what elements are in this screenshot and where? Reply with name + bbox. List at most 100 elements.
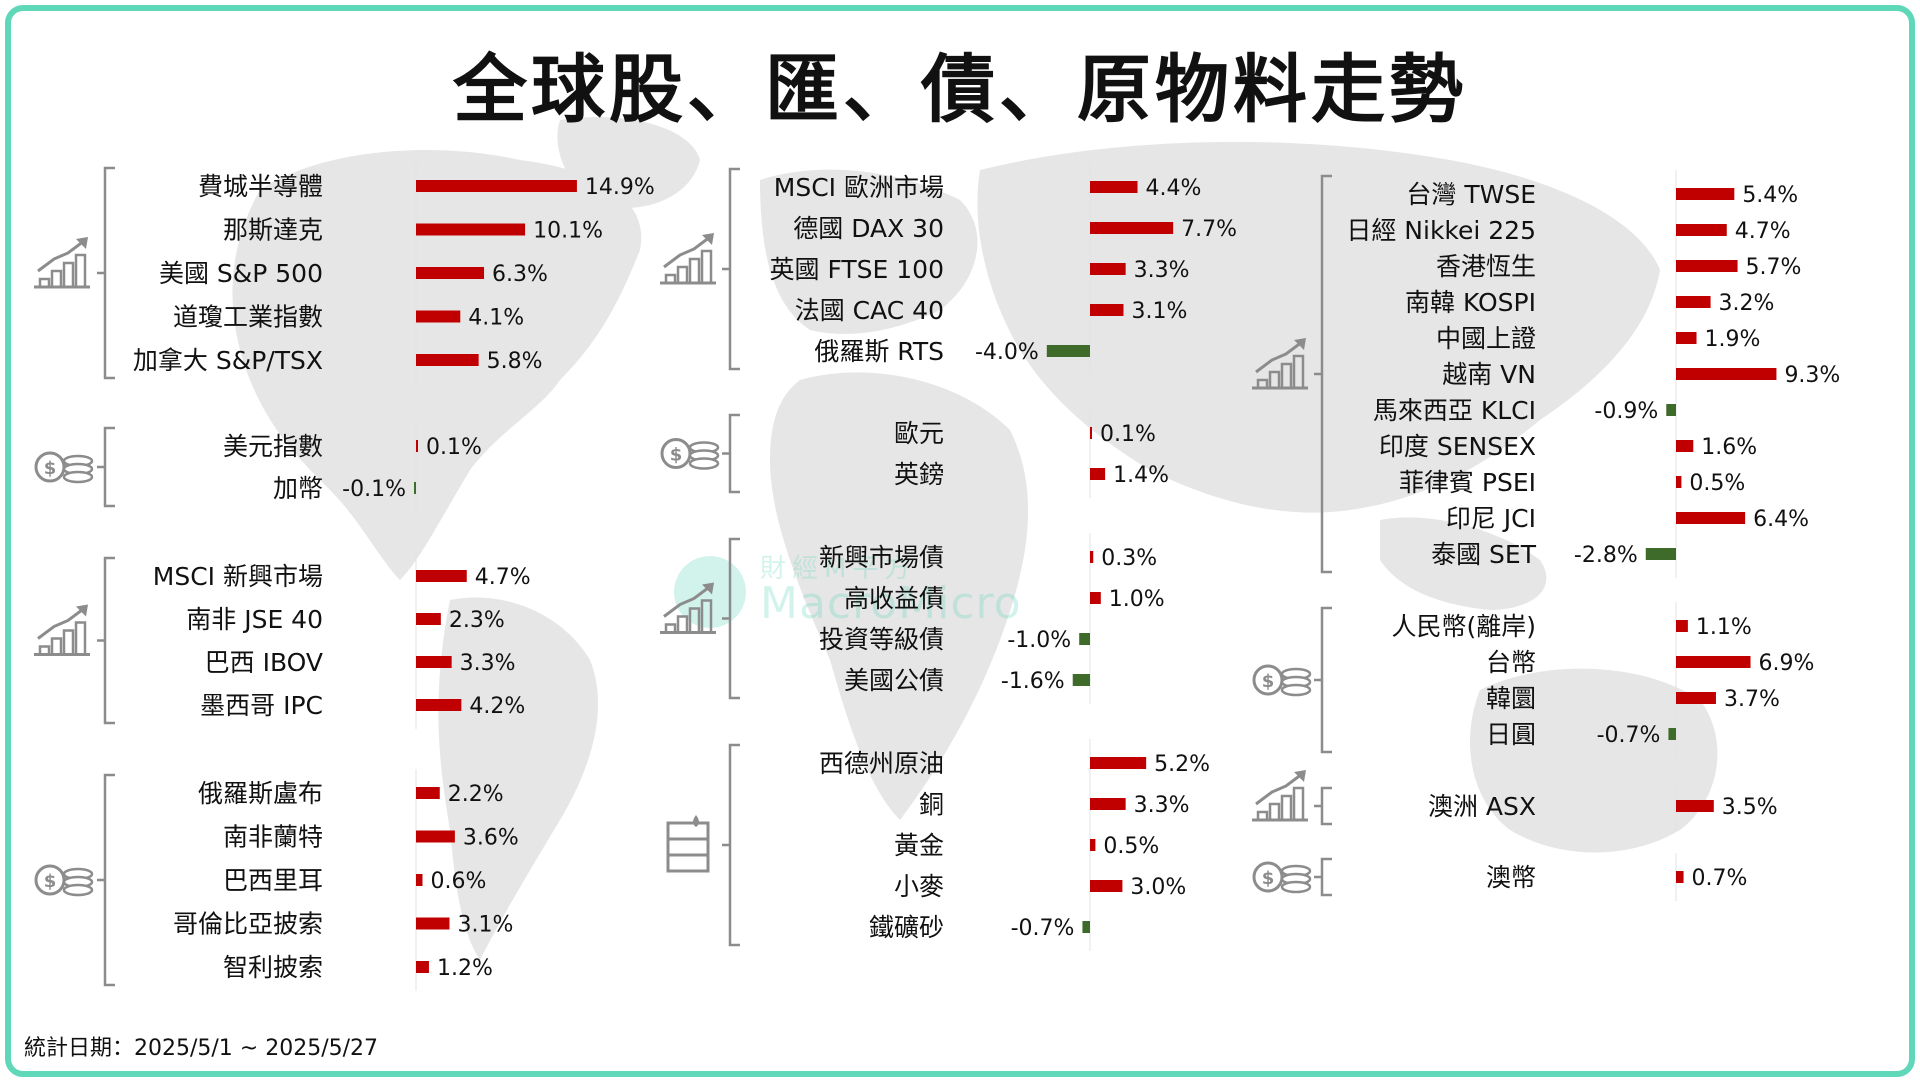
category-label: MSCI 歐洲市場 — [774, 173, 944, 202]
stock-chart-icon — [34, 604, 90, 656]
bar — [1676, 260, 1738, 272]
group-bracket — [1314, 174, 1332, 574]
category-label: 中國上證 — [1436, 324, 1536, 353]
category-label: 日經 Nikkei 225 — [1346, 216, 1536, 245]
category-label: 美國 S&P 500 — [159, 259, 323, 288]
bar — [1666, 404, 1676, 416]
group-bracket — [722, 167, 740, 371]
stock-chart-icon — [1252, 338, 1308, 390]
category-label: 香港恆生 — [1436, 252, 1536, 281]
coins-icon: $ — [34, 864, 94, 897]
bar — [416, 656, 452, 668]
data-label: 0.5% — [1103, 834, 1159, 859]
category-label: MSCI 新興市場 — [153, 562, 323, 591]
group-bonds: 新興市場債 0.3% 高收益債 1.0% 投資等級債 -1.0% 美國公債 -1.6% — [660, 533, 1165, 704]
group-stocks-americas: 費城半導體 14.9% 那斯達克 10.1% 美國 S&P 500 6.3% 道瓊工業指數 4… — [34, 162, 655, 384]
bar — [416, 223, 526, 236]
bar — [1676, 332, 1697, 344]
group-bracket — [97, 426, 115, 508]
bar — [416, 354, 479, 366]
category-label: 英鎊 — [894, 460, 944, 489]
category-label: 費城半導體 — [198, 172, 323, 201]
group-bracket — [1314, 857, 1332, 897]
bar — [1072, 674, 1090, 686]
map-greenland — [557, 116, 700, 208]
category-label: 越南 VN — [1442, 360, 1536, 389]
category-label: 投資等級債 — [819, 625, 944, 654]
bar — [1079, 633, 1090, 645]
bar — [1668, 728, 1676, 740]
stock-chart-icon — [34, 237, 90, 289]
category-label: 巴西 IBOV — [205, 648, 323, 677]
coins-icon: $ — [660, 438, 720, 470]
bar — [416, 787, 440, 799]
bar — [416, 874, 423, 886]
svg-text:$: $ — [44, 458, 57, 479]
map-europe — [760, 169, 978, 334]
category-label: 那斯達克 — [223, 216, 323, 245]
group-bracket — [97, 166, 115, 380]
bar — [1090, 798, 1126, 810]
category-label: 日圓 — [1486, 720, 1536, 749]
group-bracket — [722, 413, 740, 494]
data-label: 3.3% — [460, 651, 516, 676]
group-stocks-europe: MSCI 歐洲市場 4.4% 德國 DAX 30 7.7% 英國 FTSE 100 3.3… — [660, 163, 1237, 375]
group-commodities: 西德州原油 5.2% 銅 3.3% 黃金 0.5% 小麥 3.0% 鐵礦砂 -0.7% — [666, 739, 1210, 951]
bar — [416, 917, 450, 930]
category-label: 道瓊工業指數 — [173, 303, 323, 332]
data-label: 1.4% — [1113, 463, 1169, 488]
bar — [1090, 304, 1124, 316]
data-label: 10.1% — [533, 219, 603, 244]
category-label: 菲律賓 PSEI — [1399, 468, 1536, 497]
bar — [416, 961, 429, 973]
category-label: 哥倫比亞披索 — [173, 910, 323, 939]
bar — [1676, 800, 1714, 812]
bar — [1090, 551, 1094, 563]
data-label: 1.1% — [1696, 615, 1752, 640]
category-label: 法國 CAC 40 — [795, 296, 944, 325]
oil-barrel-icon — [666, 815, 710, 873]
bar — [1090, 181, 1138, 193]
bar — [1676, 512, 1746, 524]
data-label: 2.2% — [448, 782, 504, 807]
group-stocks-emerging: MSCI 新興市場 4.7% 南非 JSE 40 2.3% 巴西 IBOV 3.3% 墨西哥… — [34, 552, 531, 729]
category-label: 西德州原油 — [819, 749, 944, 778]
data-label: 3.1% — [1131, 299, 1187, 324]
data-label: 0.6% — [430, 869, 486, 894]
bar — [416, 267, 485, 279]
category-label: 美元指數 — [223, 432, 323, 461]
data-label: 0.3% — [1101, 546, 1157, 571]
category-label: 黃金 — [894, 831, 944, 860]
bar — [1090, 757, 1147, 769]
data-label: 4.1% — [468, 306, 524, 331]
data-label: 6.9% — [1759, 651, 1815, 676]
bar — [416, 613, 441, 625]
data-label: -1.6% — [1001, 669, 1065, 694]
data-label: -2.8% — [1574, 543, 1638, 568]
category-label: 印尼 JCI — [1446, 504, 1536, 533]
category-label: 澳幣 — [1486, 863, 1536, 892]
category-label: 俄羅斯 RTS — [814, 337, 944, 366]
data-label: 14.9% — [585, 175, 655, 200]
bar — [1676, 440, 1694, 452]
group-bracket — [97, 773, 115, 987]
category-label: 台幣 — [1486, 648, 1536, 677]
bar — [1676, 871, 1684, 883]
coins-icon: $ — [1252, 861, 1312, 894]
watermark: 財經M平方 MacroMicro — [664, 548, 1044, 638]
stock-chart-icon — [1252, 770, 1308, 822]
category-label: 南韓 KOSPI — [1405, 288, 1536, 317]
group-fx-europe: $ 歐元 0.1% 英鎊 1.4% — [660, 409, 1169, 498]
data-label: 5.2% — [1154, 752, 1210, 777]
category-label: 南非蘭特 — [223, 823, 323, 852]
bar — [416, 180, 577, 192]
map-southeast-asia — [1380, 517, 1547, 610]
data-label: 3.3% — [1134, 258, 1190, 283]
category-label: 智利披索 — [223, 953, 323, 982]
watermark-cn: 財經M平方 — [760, 554, 917, 584]
data-label: 3.3% — [1134, 793, 1190, 818]
bar — [1676, 476, 1682, 488]
group-bracket — [97, 556, 115, 725]
category-label: 巴西里耳 — [223, 866, 323, 895]
